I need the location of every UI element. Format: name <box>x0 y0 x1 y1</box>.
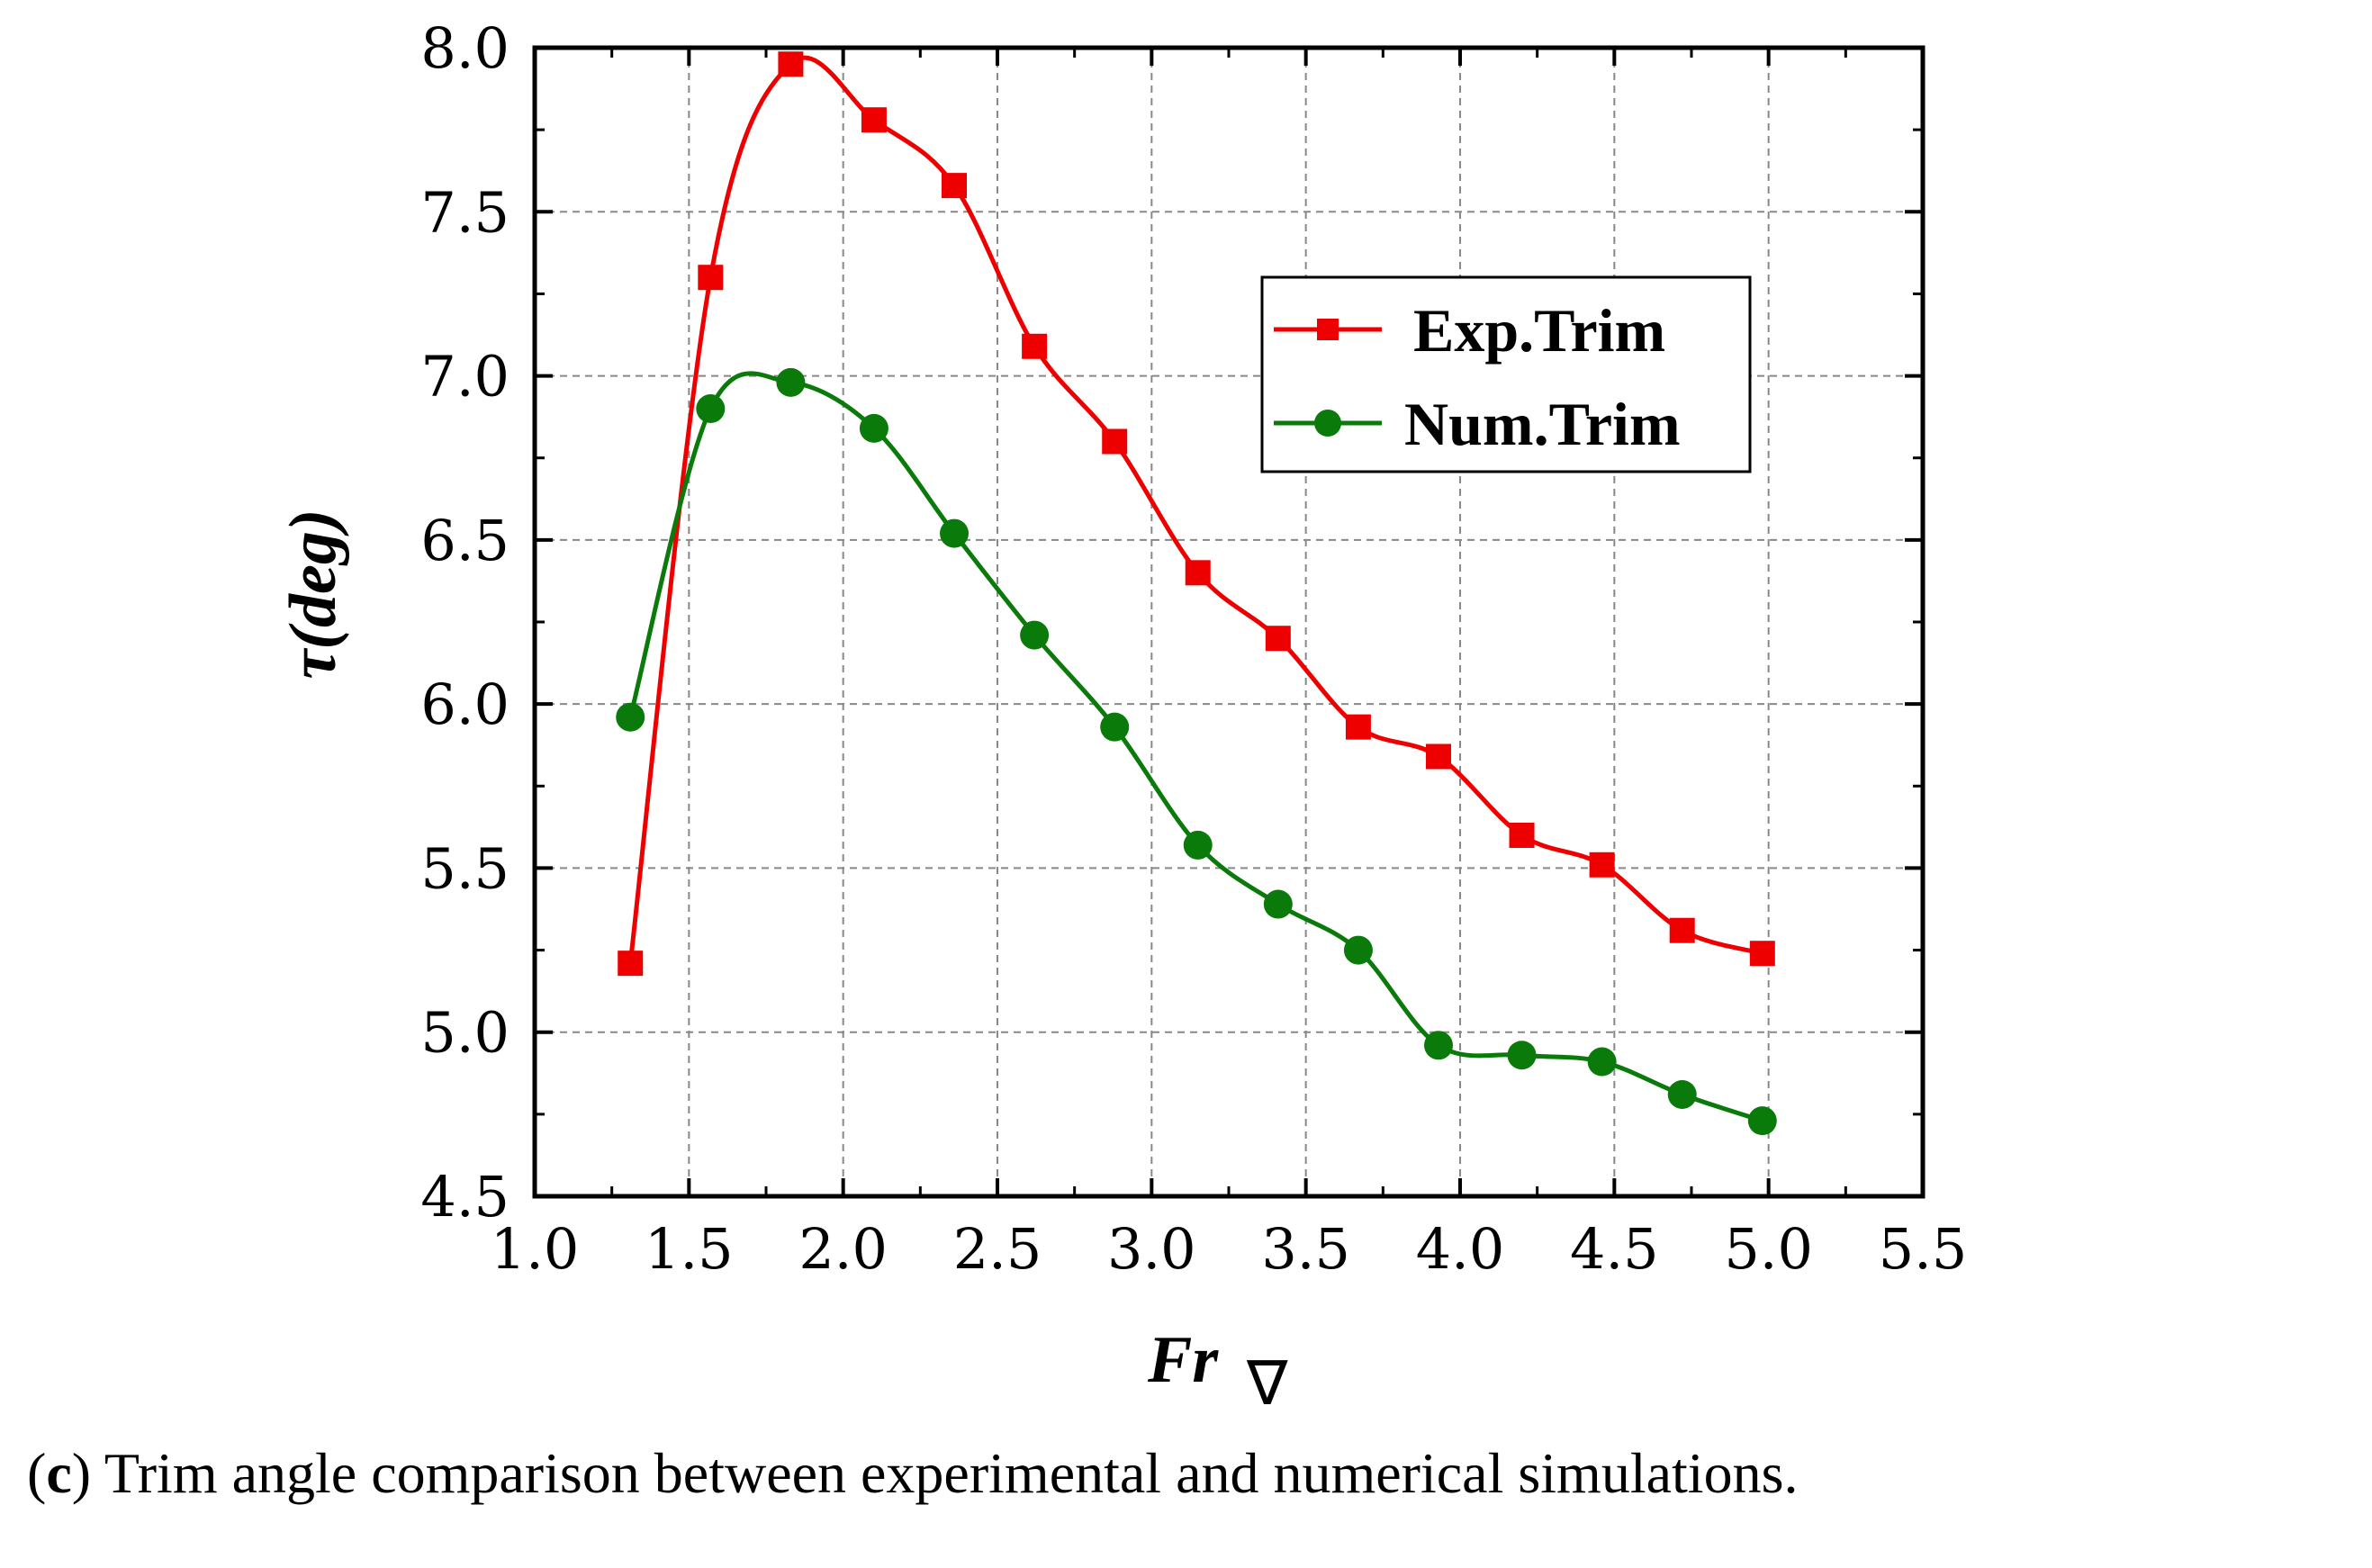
y-tick-label: 7.5 <box>420 179 510 245</box>
figure-caption: (c) Trim angle comparison between experi… <box>27 1441 1799 1505</box>
legend-swatch-exp-marker <box>1317 319 1339 340</box>
num-data-point <box>776 367 806 397</box>
x-axis-title: Fr ∇ <box>1147 1323 1288 1404</box>
y-tick-label: 8.0 <box>420 15 510 81</box>
legend-box <box>1260 275 1752 473</box>
series-line-num <box>627 371 1763 1123</box>
x-tick-label: 2.5 <box>953 1216 1042 1282</box>
axis-ticks: 1.0 1.5 2.0 2.5 3.0 3.5 4.0 4.5 5.0 5.5 4.5 5.0 5.5 6… <box>420 15 1967 1282</box>
y-tick-label: 6.5 <box>420 508 510 573</box>
exp-data-point <box>1426 743 1452 770</box>
exp-data-point <box>1749 941 1775 967</box>
num-data-point <box>940 518 970 548</box>
exp-data-point <box>698 265 724 291</box>
exp-data-point <box>1509 822 1535 848</box>
num-data-point <box>696 394 726 424</box>
num-data-point <box>1747 1106 1777 1136</box>
exp-data-point <box>1185 560 1211 586</box>
y-tick-label: 4.5 <box>420 1164 510 1230</box>
x-tick-label: 3.0 <box>1107 1216 1196 1282</box>
exp-data-point <box>861 107 887 133</box>
exp-data-point <box>1589 852 1615 878</box>
grid-lines <box>535 48 1923 1196</box>
legend-label-exp: Exp.Trim <box>1413 296 1665 365</box>
y-tick-label: 7.0 <box>420 344 510 410</box>
plot-frame <box>532 45 1926 1199</box>
num-data-point <box>1183 830 1213 860</box>
x-axis-subscript: ∇ <box>1246 1348 1288 1404</box>
x-tick-label: 3.5 <box>1261 1216 1350 1282</box>
exp-data-point <box>942 173 968 199</box>
num-data-point <box>1263 889 1293 919</box>
exp-data-point <box>618 951 644 977</box>
x-tick-label: 4.0 <box>1416 1216 1505 1282</box>
num-data-point <box>1424 1031 1454 1060</box>
num-data-point <box>616 702 645 732</box>
y-tick-label: 5.5 <box>420 835 510 901</box>
num-data-point <box>1587 1047 1617 1077</box>
y-axis-label: τ(deg) <box>276 509 350 680</box>
x-tick-label: 2.0 <box>798 1216 888 1282</box>
exp-data-point <box>1022 333 1048 359</box>
caption-letter: c <box>46 1441 72 1505</box>
num-data-point <box>1020 620 1050 650</box>
series-line-exp <box>627 55 1763 964</box>
num-data-point <box>1507 1041 1537 1070</box>
exp-data-point <box>1265 626 1291 652</box>
num-data-point <box>859 413 888 443</box>
data-series <box>616 51 1777 1136</box>
legend-swatch-num-marker <box>1314 410 1341 437</box>
num-data-point <box>1667 1079 1697 1109</box>
exp-data-point <box>1102 428 1128 455</box>
legend: Exp.Trim Num.Trim <box>1260 275 1752 473</box>
x-tick-label: 4.5 <box>1570 1216 1659 1282</box>
y-tick-label: 6.0 <box>420 671 510 737</box>
x-tick-label: 5.0 <box>1724 1216 1813 1282</box>
num-data-point <box>1343 935 1373 965</box>
chart: 1.0 1.5 2.0 2.5 3.0 3.5 4.0 4.5 5.0 5.5 4.5 5.0 5.5 6… <box>276 15 1967 1404</box>
exp-data-point <box>1669 917 1695 943</box>
x-tick-label: 1.5 <box>645 1216 734 1282</box>
exp-data-point <box>778 51 804 77</box>
caption-text: Trim angle comparison between experiment… <box>91 1441 1799 1505</box>
legend-label-num: Num.Trim <box>1404 390 1681 458</box>
x-tick-label: 1.0 <box>491 1216 580 1282</box>
exp-data-point <box>1345 714 1371 740</box>
x-tick-label: 5.5 <box>1879 1216 1968 1282</box>
y-tick-label: 5.0 <box>420 1000 510 1066</box>
num-data-point <box>1100 712 1130 742</box>
x-axis-label: Fr <box>1147 1323 1219 1397</box>
